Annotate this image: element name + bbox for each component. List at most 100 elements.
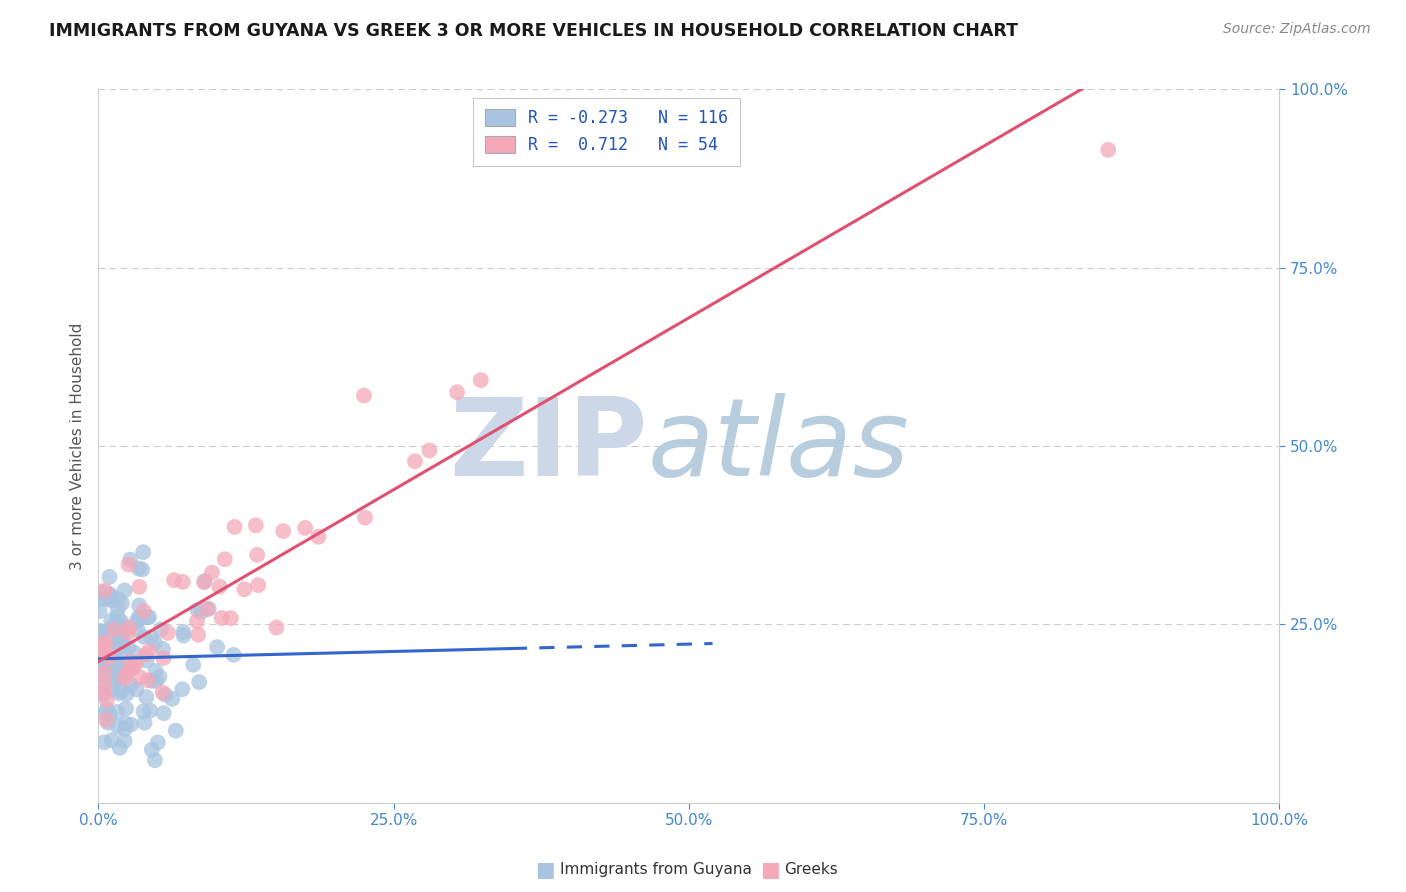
Point [108, 740, 131, 755]
Point [148, 670, 170, 684]
Point [115, 687, 138, 701]
Point [141, 673, 163, 688]
Point [201, 566, 224, 580]
Point [219, 611, 242, 625]
Point [110, 665, 132, 680]
Point [125, 615, 148, 629]
Point [94, 713, 117, 727]
Point [118, 621, 141, 635]
Point [128, 561, 150, 575]
Point [132, 630, 155, 644]
Y-axis label: 3 or more Vehicles in Household: 3 or more Vehicles in Household [69, 322, 84, 570]
Point [114, 648, 136, 662]
Point [135, 690, 157, 704]
Point [93, 735, 115, 749]
Point [100, 614, 122, 628]
Point [117, 665, 139, 680]
Point [139, 704, 162, 718]
Point [135, 648, 157, 662]
Point [187, 628, 209, 642]
Point [172, 682, 194, 697]
Point [89, 625, 111, 640]
Point [114, 722, 136, 736]
Point [97, 660, 120, 674]
Point [134, 715, 156, 730]
Point [111, 596, 134, 610]
Point [103, 634, 125, 648]
Point [98, 587, 121, 601]
Point [94, 654, 117, 668]
Point [146, 735, 169, 749]
Point [93, 665, 115, 680]
Point [93, 687, 115, 701]
Point [141, 742, 163, 756]
Point [194, 574, 217, 588]
Point [247, 578, 270, 592]
Legend: R = -0.273   N = 116, R =  0.712   N = 54: R = -0.273 N = 116, R = 0.712 N = 54 [472, 97, 740, 166]
Point [132, 705, 155, 719]
Point [172, 574, 194, 589]
Point [107, 592, 129, 607]
Point [117, 640, 139, 655]
Point [121, 662, 143, 676]
Point [96, 592, 118, 607]
Point [266, 621, 288, 635]
Point [128, 580, 150, 594]
Point [214, 552, 236, 566]
Point [108, 667, 131, 681]
Text: Immigrants from Guyana: Immigrants from Guyana [560, 863, 751, 877]
Point [190, 605, 212, 619]
Point [187, 603, 209, 617]
Point [245, 518, 267, 533]
Point [135, 653, 157, 667]
Point [136, 673, 159, 688]
Point [127, 623, 149, 637]
Text: ■: ■ [761, 860, 780, 880]
Point [246, 548, 269, 562]
Point [90, 624, 112, 639]
Point [197, 602, 219, 616]
Text: Source: ZipAtlas.com: Source: ZipAtlas.com [1223, 22, 1371, 37]
Point [233, 582, 256, 597]
Point [122, 646, 145, 660]
Point [1097, 143, 1119, 157]
Point [94, 638, 117, 652]
Point [188, 675, 211, 690]
Point [208, 580, 231, 594]
Point [294, 521, 316, 535]
Point [222, 648, 245, 662]
Point [145, 664, 167, 678]
Point [125, 682, 148, 697]
Point [446, 385, 468, 400]
Point [138, 644, 160, 658]
Point [104, 673, 127, 687]
Point [125, 656, 148, 670]
Point [132, 545, 155, 559]
Point [89, 604, 111, 618]
Point [181, 657, 204, 672]
Point [152, 651, 174, 665]
Point [98, 650, 121, 665]
Point [98, 570, 121, 584]
Text: ■: ■ [536, 860, 555, 880]
Point [90, 657, 112, 671]
Point [104, 617, 127, 632]
Point [110, 638, 132, 652]
Point [120, 717, 142, 731]
Point [110, 625, 132, 640]
Point [136, 610, 159, 624]
Point [307, 530, 329, 544]
Text: ZIP: ZIP [449, 393, 648, 499]
Point [120, 552, 142, 566]
Point [110, 633, 132, 648]
Point [353, 388, 375, 402]
Point [132, 604, 155, 618]
Point [89, 660, 111, 674]
Point [129, 670, 152, 684]
Point [93, 635, 115, 649]
Point [96, 694, 118, 708]
Point [205, 640, 228, 654]
Point [108, 634, 131, 648]
Point [114, 671, 136, 685]
Point [129, 610, 152, 624]
